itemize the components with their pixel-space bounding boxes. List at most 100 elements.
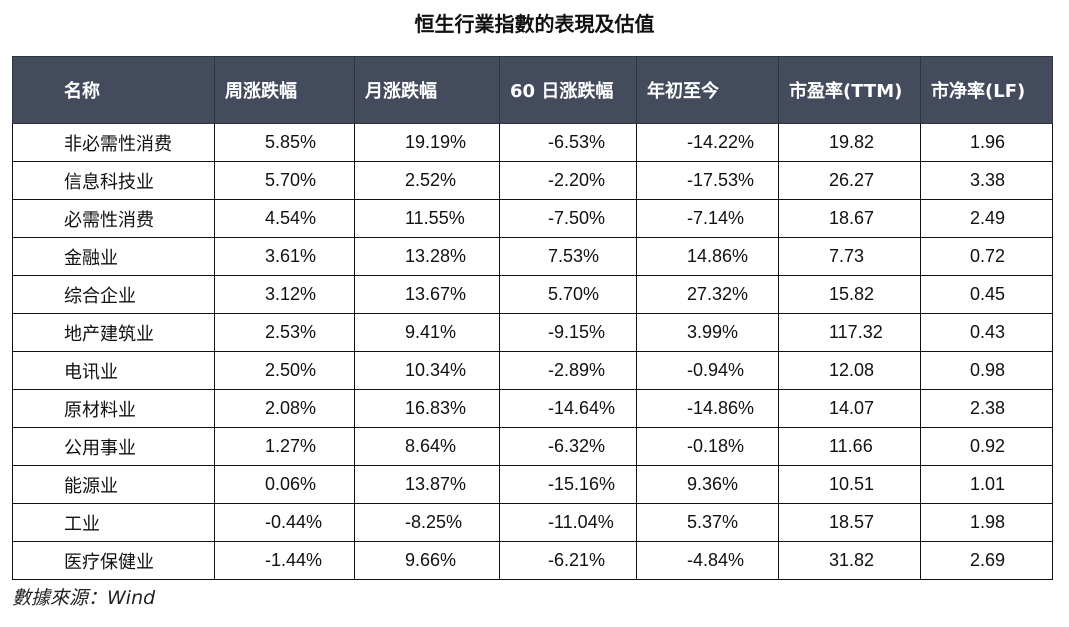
sector-name-cell: 综合企业 — [12, 275, 215, 314]
ytd-change-cell: -0.18% — [636, 427, 779, 466]
weekly-change-cell: 5.70% — [214, 161, 355, 200]
pb-lf-cell: 0.98 — [920, 351, 1053, 390]
table-row: 综合企业 3.12% 13.67% 5.70% 27.32% 15.82 0.4… — [12, 275, 1053, 314]
ytd-change-cell: 9.36% — [636, 465, 779, 504]
sector-name-cell: 能源业 — [12, 465, 215, 504]
column-header-pe-ttm: 市盈率(TTM) — [778, 56, 921, 124]
pe-ttm-cell: 15.82 — [778, 275, 921, 314]
pe-ttm-cell: 31.82 — [778, 541, 921, 580]
weekly-change-cell: -1.44% — [214, 541, 355, 580]
weekly-change-cell: 1.27% — [214, 427, 355, 466]
ytd-change-cell: -0.94% — [636, 351, 779, 390]
monthly-change-cell: 9.41% — [354, 313, 500, 352]
monthly-change-cell: 13.67% — [354, 275, 500, 314]
weekly-change-cell: 2.50% — [214, 351, 355, 390]
60day-change-cell: -9.15% — [499, 313, 637, 352]
sector-name-cell: 原材料业 — [12, 389, 215, 428]
ytd-change-cell: -14.22% — [636, 123, 779, 162]
data-table: 名称 周涨跌幅 月涨跌幅 60 日涨跌幅 年初至今 市盈率(TTM) 市净率(L… — [12, 56, 1053, 580]
weekly-change-cell: 3.61% — [214, 237, 355, 276]
sector-name-cell: 信息科技业 — [12, 161, 215, 200]
pb-lf-cell: 0.72 — [920, 237, 1053, 276]
weekly-change-cell: 3.12% — [214, 275, 355, 314]
pb-lf-cell: 3.38 — [920, 161, 1053, 200]
source-note: 數據來源：Wind — [12, 587, 156, 609]
sector-name-cell: 非必需性消费 — [12, 123, 215, 162]
60day-change-cell: 5.70% — [499, 275, 637, 314]
pb-lf-cell: 0.45 — [920, 275, 1053, 314]
weekly-change-cell: 4.54% — [214, 199, 355, 238]
column-header-pb-lf: 市净率(LF) — [920, 56, 1053, 124]
ytd-change-cell: 14.86% — [636, 237, 779, 276]
pe-ttm-cell: 14.07 — [778, 389, 921, 428]
pe-ttm-cell: 117.32 — [778, 313, 921, 352]
column-header-60day-change: 60 日涨跌幅 — [499, 56, 637, 124]
table-row: 地产建筑业 2.53% 9.41% -9.15% 3.99% 117.32 0.… — [12, 313, 1053, 352]
pe-ttm-cell: 19.82 — [778, 123, 921, 162]
monthly-change-cell: 9.66% — [354, 541, 500, 580]
sector-name-cell: 工业 — [12, 503, 215, 542]
weekly-change-cell: 5.85% — [214, 123, 355, 162]
sector-name-cell: 医疗保健业 — [12, 541, 215, 580]
60day-change-cell: -14.64% — [499, 389, 637, 428]
column-header-weekly-change: 周涨跌幅 — [214, 56, 355, 124]
monthly-change-cell: -8.25% — [354, 503, 500, 542]
pe-ttm-cell: 11.66 — [778, 427, 921, 466]
60day-change-cell: -7.50% — [499, 199, 637, 238]
table-row: 非必需性消费 5.85% 19.19% -6.53% -14.22% 19.82… — [12, 123, 1053, 162]
column-header-monthly-change: 月涨跌幅 — [354, 56, 500, 124]
monthly-change-cell: 8.64% — [354, 427, 500, 466]
ytd-change-cell: -4.84% — [636, 541, 779, 580]
table-row: 信息科技业 5.70% 2.52% -2.20% -17.53% 26.27 3… — [12, 161, 1053, 200]
60day-change-cell: -6.53% — [499, 123, 637, 162]
ytd-change-cell: -14.86% — [636, 389, 779, 428]
sector-name-cell: 公用事业 — [12, 427, 215, 466]
60day-change-cell: -2.20% — [499, 161, 637, 200]
pb-lf-cell: 0.92 — [920, 427, 1053, 466]
ytd-change-cell: 5.37% — [636, 503, 779, 542]
pe-ttm-cell: 26.27 — [778, 161, 921, 200]
column-header-name: 名称 — [12, 56, 215, 124]
table-row: 原材料业 2.08% 16.83% -14.64% -14.86% 14.07 … — [12, 389, 1053, 428]
pb-lf-cell: 1.98 — [920, 503, 1053, 542]
weekly-change-cell: -0.44% — [214, 503, 355, 542]
column-header-ytd-change: 年初至今 — [636, 56, 779, 124]
table-row: 能源业 0.06% 13.87% -15.16% 9.36% 10.51 1.0… — [12, 465, 1053, 504]
60day-change-cell: -6.32% — [499, 427, 637, 466]
weekly-change-cell: 2.53% — [214, 313, 355, 352]
weekly-change-cell: 2.08% — [214, 389, 355, 428]
ytd-change-cell: -17.53% — [636, 161, 779, 200]
pb-lf-cell: 1.01 — [920, 465, 1053, 504]
pb-lf-cell: 2.49 — [920, 199, 1053, 238]
60day-change-cell: 7.53% — [499, 237, 637, 276]
monthly-change-cell: 13.87% — [354, 465, 500, 504]
table-row: 医疗保健业 -1.44% 9.66% -6.21% -4.84% 31.82 2… — [12, 541, 1053, 580]
table-row: 公用事业 1.27% 8.64% -6.32% -0.18% 11.66 0.9… — [12, 427, 1053, 466]
sector-name-cell: 电讯业 — [12, 351, 215, 390]
pb-lf-cell: 2.38 — [920, 389, 1053, 428]
60day-change-cell: -6.21% — [499, 541, 637, 580]
pe-ttm-cell: 10.51 — [778, 465, 921, 504]
table-row: 金融业 3.61% 13.28% 7.53% 14.86% 7.73 0.72 — [12, 237, 1053, 276]
60day-change-cell: -2.89% — [499, 351, 637, 390]
ytd-change-cell: 27.32% — [636, 275, 779, 314]
sector-name-cell: 金融业 — [12, 237, 215, 276]
60day-change-cell: -11.04% — [499, 503, 637, 542]
table-row: 必需性消费 4.54% 11.55% -7.50% -7.14% 18.67 2… — [12, 199, 1053, 238]
pe-ttm-cell: 12.08 — [778, 351, 921, 390]
table-header-row: 名称 周涨跌幅 月涨跌幅 60 日涨跌幅 年初至今 市盈率(TTM) 市净率(L… — [12, 56, 1053, 124]
weekly-change-cell: 0.06% — [214, 465, 355, 504]
table-row: 电讯业 2.50% 10.34% -2.89% -0.94% 12.08 0.9… — [12, 351, 1053, 390]
monthly-change-cell: 10.34% — [354, 351, 500, 390]
pe-ttm-cell: 7.73 — [778, 237, 921, 276]
pb-lf-cell: 0.43 — [920, 313, 1053, 352]
table-title: 恒生行業指數的表現及估值 — [414, 12, 655, 36]
pe-ttm-cell: 18.57 — [778, 503, 921, 542]
ytd-change-cell: -7.14% — [636, 199, 779, 238]
monthly-change-cell: 13.28% — [354, 237, 500, 276]
sector-name-cell: 地产建筑业 — [12, 313, 215, 352]
monthly-change-cell: 16.83% — [354, 389, 500, 428]
monthly-change-cell: 19.19% — [354, 123, 500, 162]
sector-name-cell: 必需性消费 — [12, 199, 215, 238]
60day-change-cell: -15.16% — [499, 465, 637, 504]
